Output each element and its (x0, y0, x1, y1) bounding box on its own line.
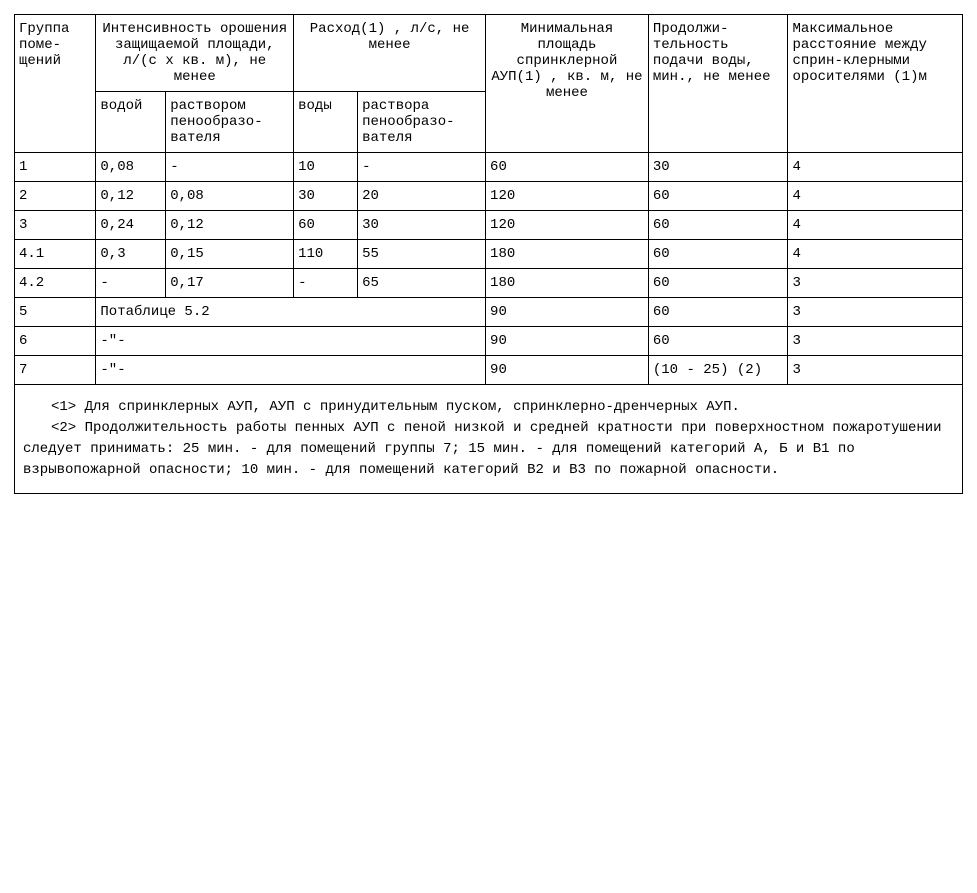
cell-distance: 3 (788, 327, 963, 356)
cell-group: 3 (15, 211, 96, 240)
cell-water1: 0,24 (96, 211, 166, 240)
cell-duration: 60 (648, 182, 788, 211)
cell-water1: 0,3 (96, 240, 166, 269)
cell-distance: 4 (788, 153, 963, 182)
table-row-merged: 7-"-90(10 - 25) (2)3 (15, 356, 963, 385)
table-row: 4.10,30,1511055180604 (15, 240, 963, 269)
table-row-merged: 5Потаблице 5.290603 (15, 298, 963, 327)
cell-area: 90 (486, 298, 649, 327)
cell-group: 1 (15, 153, 96, 182)
table-row: 10,08-10-60304 (15, 153, 963, 182)
cell-distance: 4 (788, 211, 963, 240)
cell-water2: 110 (294, 240, 358, 269)
header-area: Минимальная площадь спринклерной АУП(1) … (486, 15, 649, 153)
header-foam2: раствора пенообразо-вателя (358, 92, 486, 153)
cell-distance: 3 (788, 269, 963, 298)
cell-area: 90 (486, 356, 649, 385)
cell-foam1: 0,17 (166, 269, 294, 298)
footnote-1: <1> Для спринклерных АУП, АУП с принудит… (23, 397, 954, 418)
cell-foam2: - (358, 153, 486, 182)
header-flow: Расход(1) , л/с, не менее (294, 15, 486, 92)
header-intensity: Интенсивность орошения защищаемой площад… (96, 15, 294, 92)
table-row: 4.2-0,17-65180603 (15, 269, 963, 298)
table-body: 10,08-10-6030420,120,08302012060430,240,… (15, 153, 963, 385)
parameters-table: Группа поме-щений Интенсивность орошения… (14, 14, 963, 494)
table-row: 20,120,083020120604 (15, 182, 963, 211)
cell-foam2: 30 (358, 211, 486, 240)
table-row: 30,240,126030120604 (15, 211, 963, 240)
header-distance: Максимальное расстояние между сприн-клер… (788, 15, 963, 153)
cell-foam1: 0,12 (166, 211, 294, 240)
cell-duration: 60 (648, 240, 788, 269)
cell-group: 2 (15, 182, 96, 211)
header-water2: воды (294, 92, 358, 153)
header-row-1: Группа поме-щений Интенсивность орошения… (15, 15, 963, 92)
cell-duration: 60 (648, 211, 788, 240)
cell-duration: 60 (648, 269, 788, 298)
cell-duration: 30 (648, 153, 788, 182)
cell-area: 90 (486, 327, 649, 356)
cell-water1: 0,12 (96, 182, 166, 211)
cell-area: 180 (486, 269, 649, 298)
cell-water1: 0,08 (96, 153, 166, 182)
cell-group: 6 (15, 327, 96, 356)
cell-foam1: - (166, 153, 294, 182)
header-water1: водой (96, 92, 166, 153)
cell-foam1: 0,08 (166, 182, 294, 211)
cell-water1: - (96, 269, 166, 298)
cell-water2: 30 (294, 182, 358, 211)
footnote-cell: <1> Для спринклерных АУП, АУП с принудит… (15, 385, 963, 494)
cell-merged: -"- (96, 356, 486, 385)
cell-distance: 4 (788, 182, 963, 211)
header-group: Группа поме-щений (15, 15, 96, 153)
cell-foam2: 55 (358, 240, 486, 269)
cell-group: 7 (15, 356, 96, 385)
cell-duration: (10 - 25) (2) (648, 356, 788, 385)
footnote-2: <2> Продолжительность работы пенных АУП … (23, 418, 954, 481)
cell-group: 4.2 (15, 269, 96, 298)
cell-merged: Потаблице 5.2 (96, 298, 486, 327)
cell-distance: 3 (788, 356, 963, 385)
cell-group: 4.1 (15, 240, 96, 269)
cell-merged: -"- (96, 327, 486, 356)
cell-foam2: 65 (358, 269, 486, 298)
cell-area: 60 (486, 153, 649, 182)
cell-area: 120 (486, 182, 649, 211)
cell-group: 5 (15, 298, 96, 327)
cell-area: 180 (486, 240, 649, 269)
cell-foam2: 20 (358, 182, 486, 211)
cell-water2: 60 (294, 211, 358, 240)
footnote-row: <1> Для спринклерных АУП, АУП с принудит… (15, 385, 963, 494)
table-row-merged: 6-"-90603 (15, 327, 963, 356)
cell-distance: 4 (788, 240, 963, 269)
cell-duration: 60 (648, 327, 788, 356)
cell-foam1: 0,15 (166, 240, 294, 269)
header-duration: Продолжи-тельность подачи воды, мин., не… (648, 15, 788, 153)
cell-duration: 60 (648, 298, 788, 327)
cell-area: 120 (486, 211, 649, 240)
cell-distance: 3 (788, 298, 963, 327)
cell-water2: 10 (294, 153, 358, 182)
cell-water2: - (294, 269, 358, 298)
header-foam1: раствором пенообразо-вателя (166, 92, 294, 153)
